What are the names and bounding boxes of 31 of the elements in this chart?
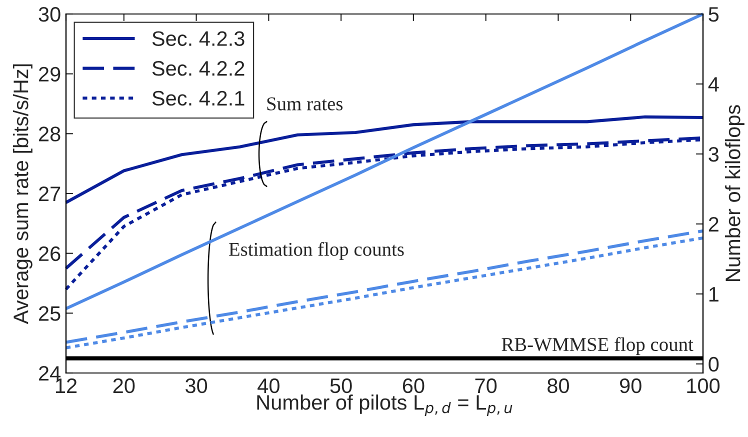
legend-label: Sec. 4.2.2 — [152, 61, 244, 76]
x-tick-label: 60 — [402, 378, 424, 394]
y-tick-label: 29 — [39, 66, 60, 82]
y2-tick-label: 2 — [708, 216, 718, 232]
x-tick-label: 50 — [330, 378, 352, 394]
x-tick-label: 70 — [475, 378, 497, 394]
x-tick-label: 90 — [620, 378, 642, 394]
x-tick-label: 40 — [258, 378, 280, 394]
x-tick-label: 20 — [113, 378, 135, 394]
annotation: Estimation flop counts — [228, 242, 404, 260]
y-tick-label: 26 — [39, 246, 60, 262]
x-tick-label: 100 — [687, 378, 720, 394]
annotation: RB-WMMSE flop count — [502, 337, 694, 355]
legend-label: Sec. 4.2.1 — [152, 90, 244, 106]
y-tick-label: 25 — [39, 306, 60, 321]
y2-tick-label: 4 — [708, 77, 719, 92]
y-tick-label: 28 — [39, 126, 60, 142]
y2-tick-label: 5 — [708, 7, 719, 22]
legend-label: Sec. 4.2.3 — [152, 31, 244, 46]
x-tick-label: 30 — [186, 378, 208, 394]
y-axis-title: Average sum rate [bits/s/Hz] — [12, 64, 32, 324]
x-tick-label: 12 — [56, 378, 77, 393]
y-tick-label: 27 — [39, 186, 60, 202]
y2-tick-label: 1 — [709, 287, 718, 302]
annotation: Sum rates — [267, 97, 343, 110]
y-tick-label: 30 — [38, 7, 60, 22]
y2-axis-title: Number of kiloflops — [725, 105, 744, 281]
y2-tick-label: 3 — [708, 146, 719, 162]
y2-tick-label: 0 — [708, 356, 719, 372]
x-axis-title: Number of pilots L$_{p,d}$ = L$_{p,u}$ — [257, 394, 512, 416]
x-tick-label: 80 — [548, 378, 569, 394]
